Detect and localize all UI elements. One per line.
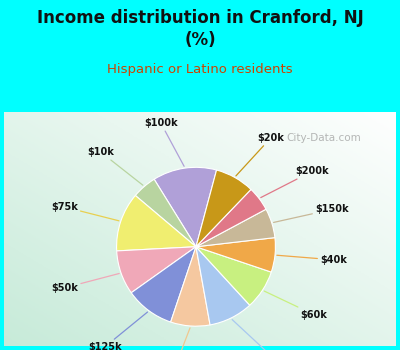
- Text: $75k: $75k: [51, 202, 119, 221]
- Wedge shape: [131, 247, 196, 322]
- Text: $50k: $50k: [51, 273, 119, 293]
- Wedge shape: [196, 209, 275, 247]
- Text: $125k: $125k: [88, 312, 148, 350]
- Text: $40k: $40k: [277, 255, 347, 265]
- Wedge shape: [196, 247, 271, 305]
- Text: $60k: $60k: [264, 291, 328, 320]
- Text: $100k: $100k: [144, 118, 184, 166]
- Text: Hispanic or Latino residents: Hispanic or Latino residents: [107, 63, 293, 76]
- Wedge shape: [135, 179, 196, 247]
- Text: Income distribution in Cranford, NJ
(%): Income distribution in Cranford, NJ (%): [37, 9, 363, 49]
- Text: $200k: $200k: [261, 166, 329, 198]
- Wedge shape: [171, 247, 210, 326]
- Wedge shape: [116, 196, 196, 251]
- Text: $30k: $30k: [160, 328, 190, 350]
- Wedge shape: [196, 189, 266, 247]
- Text: $10k: $10k: [88, 147, 143, 185]
- Text: City-Data.com: City-Data.com: [286, 133, 361, 143]
- Wedge shape: [196, 238, 276, 272]
- Text: $150k: $150k: [274, 204, 349, 223]
- Wedge shape: [117, 247, 196, 293]
- Text: $20k: $20k: [236, 133, 284, 176]
- Wedge shape: [196, 247, 250, 325]
- Text: > $200k: > $200k: [232, 320, 297, 350]
- Wedge shape: [196, 170, 251, 247]
- Wedge shape: [154, 167, 216, 247]
